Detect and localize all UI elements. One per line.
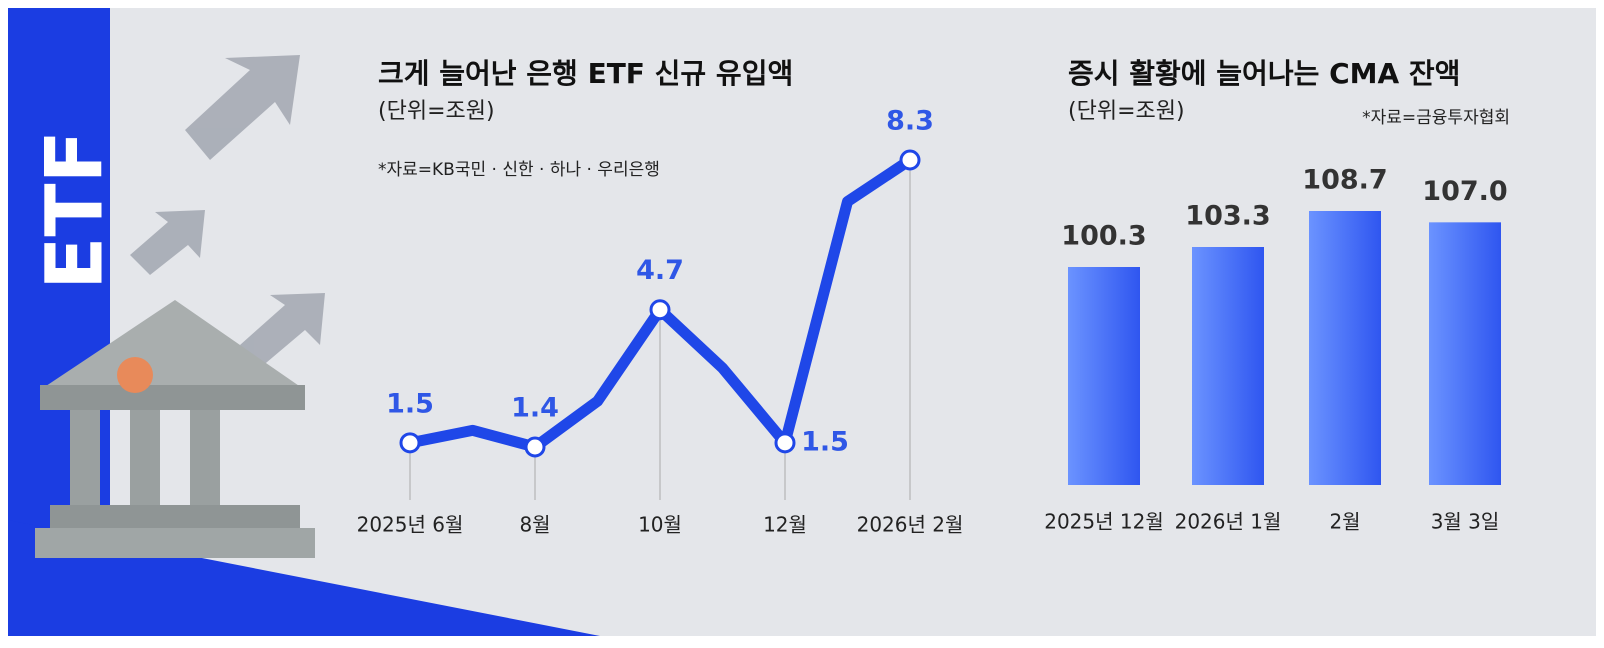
x-tick-label: 2026년 1월 [1175, 510, 1282, 534]
value-label: 8.3 [886, 106, 934, 137]
value-label: 107.0 [1422, 176, 1507, 207]
value-label: 100.3 [1061, 221, 1146, 252]
chart-title: 증시 활황에 늘어나는 CMA 잔액 [1068, 57, 1460, 90]
x-tick-label: 2025년 6월 [357, 513, 464, 537]
x-tick-label: 2025년 12월 [1044, 510, 1164, 534]
bank-icon [35, 300, 315, 558]
chart-source: *자료=KB국민 · 신한 · 하나 · 우리은행 [378, 160, 660, 180]
chart-subtitle: (단위=조원) [378, 99, 495, 124]
point [899, 149, 921, 171]
bar [1429, 222, 1501, 486]
point [774, 432, 796, 454]
value-label: 1.5 [801, 426, 849, 457]
x-tick-label: 10월 [638, 513, 682, 537]
chart-subtitle: (단위=조원) [1068, 99, 1185, 124]
x-tick-label: 8월 [519, 513, 550, 537]
value-label: 4.7 [636, 255, 684, 286]
x-tick-label: 12월 [763, 513, 807, 537]
side-label: ETF [30, 130, 120, 290]
arrows [130, 55, 325, 368]
value-label: 1.5 [386, 388, 434, 419]
point [399, 432, 421, 454]
value-label: 108.7 [1302, 165, 1387, 196]
bar [1192, 247, 1264, 485]
x-tick-label: 2월 [1329, 510, 1360, 534]
point [649, 299, 671, 321]
x-tick-label: 2026년 2월 [857, 513, 964, 537]
bar [1068, 267, 1140, 485]
value-label: 1.4 [511, 393, 559, 424]
value-label: 103.3 [1185, 201, 1270, 232]
bar [1309, 211, 1381, 485]
chart-title: 크게 늘어난 은행 ETF 신규 유입액 [378, 57, 793, 90]
x-tick-label: 3월 3일 [1431, 510, 1500, 534]
point [524, 436, 546, 458]
chart-source: *자료=금융투자협회 [1362, 108, 1510, 128]
